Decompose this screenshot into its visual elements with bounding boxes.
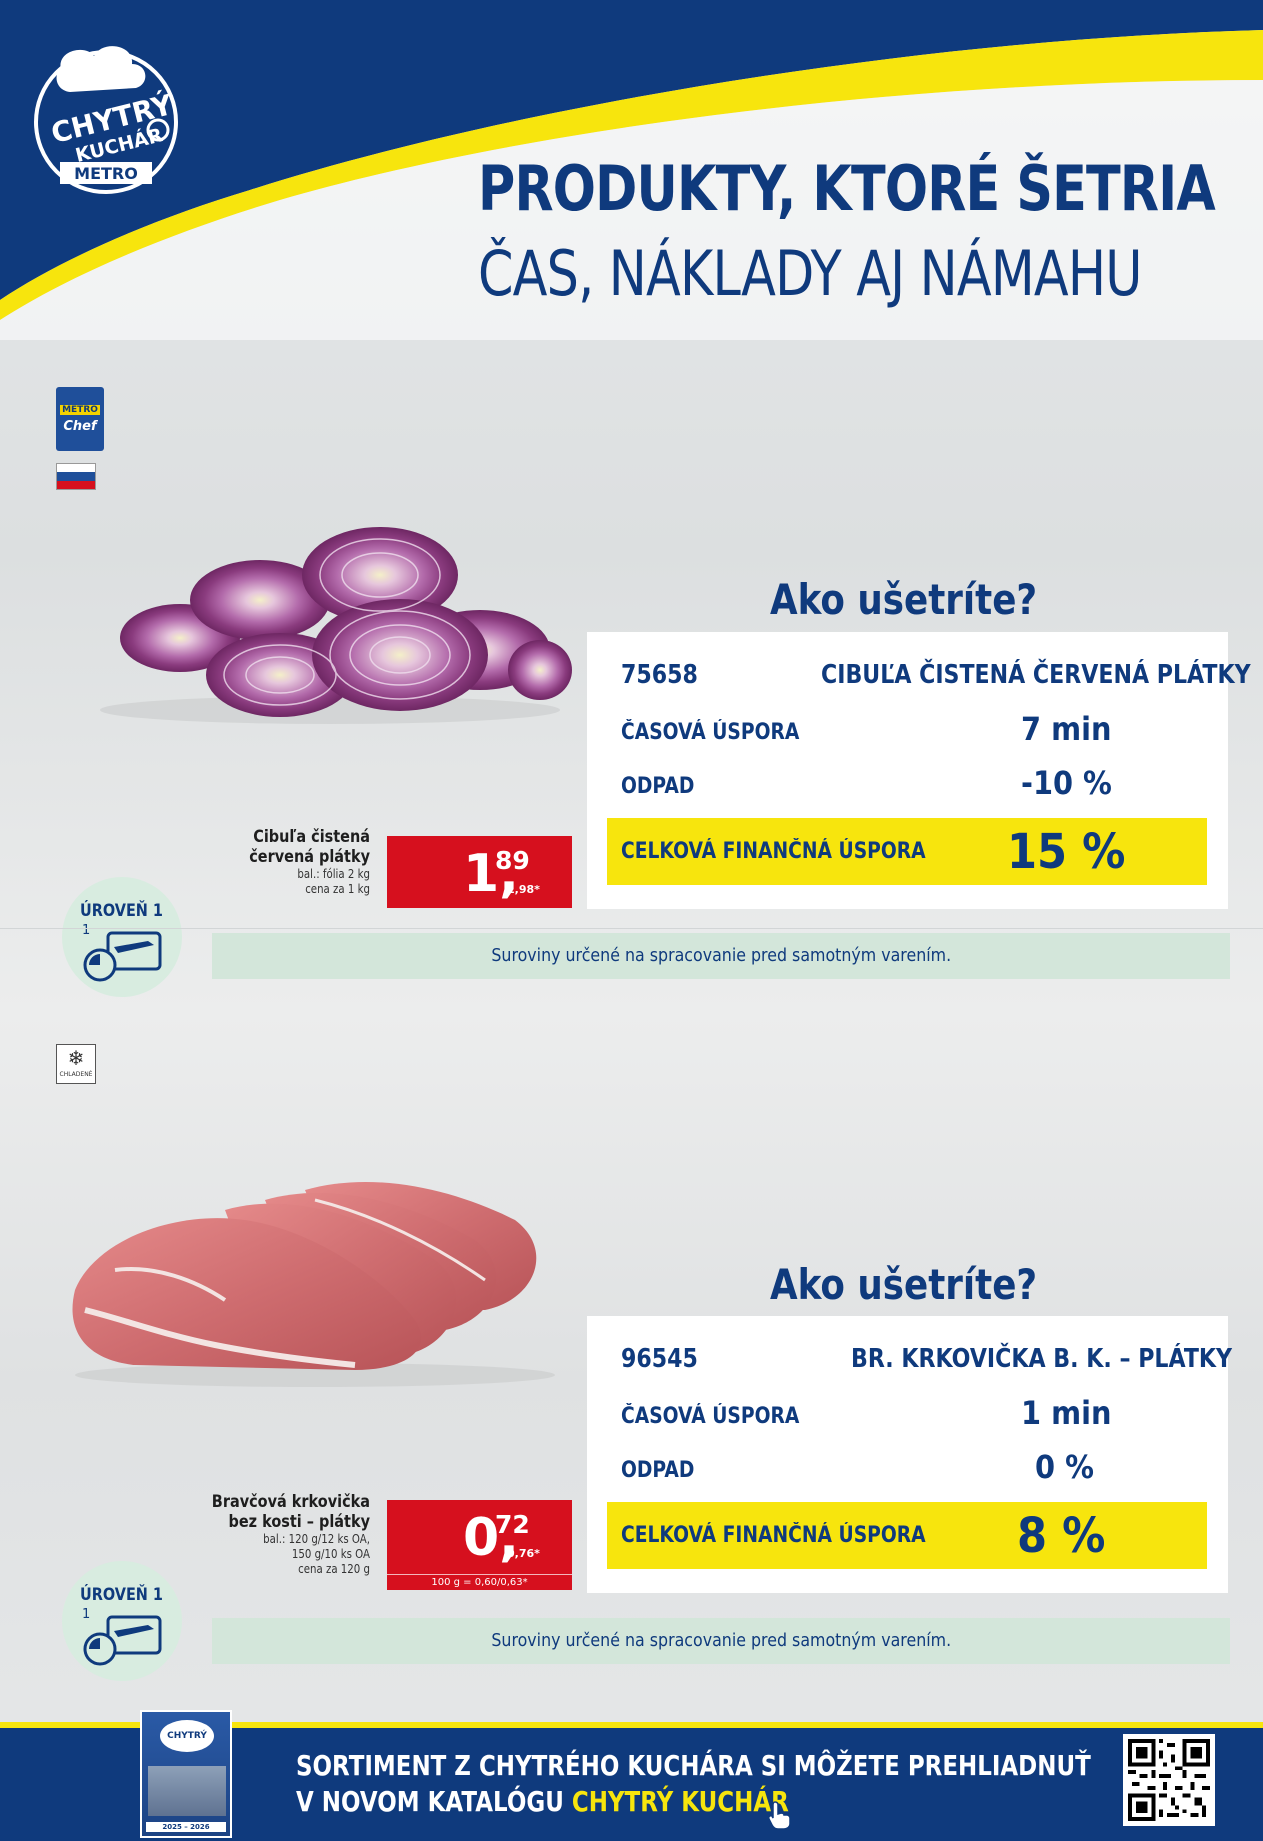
product-name-line-2: červená plátky [249,847,370,867]
footer-line-1: SORTIMENT Z CHYTRÉHO KUCHÁRA SI MÔŽETE P… [296,1749,1091,1782]
waste-value-1: -10 % [1021,764,1112,802]
catalog-cover-thumbnail[interactable]: CHYTRÝ 2025 – 2026 [140,1710,232,1838]
savings-box-1: 75658 CIBUĽA ČISTENÁ ČERVENÁ PLÁTKY ČASO… [587,632,1251,909]
pork-neck-slices-image [72,1181,555,1387]
product-description-1: Cibuľa čistená červená plátky bal.: fóli… [150,827,370,897]
total-label-2: CELKOVÁ FINANČNÁ ÚSPORA [621,1523,926,1548]
product-name-line-1: Cibuľa čistená [253,827,370,847]
time-value-1: 7 min [1021,710,1112,748]
product-meta-line-1: bal.: 120 g/12 ks OA, [263,1532,370,1546]
knife-board-timer-icon [83,1615,162,1666]
price-decimal-2: 72 [495,1510,530,1539]
total-value-2: 8 % [1017,1508,1106,1564]
time-label-2: ČASOVÁ ÚSPORA [621,1404,800,1429]
ask-title-1: Ako ušetríte? [770,575,1038,624]
level-badge-2: ÚROVEŇ 1 1 [62,1561,182,1681]
qr-code[interactable] [1123,1734,1215,1826]
product-code-name-2: BR. KRKOVIČKA B. K. – PLÁTKY [851,1344,1233,1374]
total-savings-bar-1: CELKOVÁ FINANČNÁ ÚSPORA 15 % [607,818,1207,885]
price-integer-1: 1, [463,844,519,904]
total-savings-bar-2: CELKOVÁ FINANČNÁ ÚSPORA 8 % [607,1502,1207,1569]
price-decimal-1: 89 [495,846,530,875]
logo-brand: METRO [74,164,138,183]
red-onion-slices-image [100,527,572,724]
metro-chef-badge: METRO Chef [56,387,104,451]
qr-code-icon [1128,1739,1210,1821]
product-name-line-2: bez kosti – plátky [228,1512,370,1532]
chilled-snowflake-icon: ❄ CHLADENÉ [56,1044,96,1084]
product-name-line-1: Bravčová krkovička [211,1492,370,1512]
level-number-1: 1 [82,923,91,938]
price-integer-2: 0, [463,1508,519,1568]
footer-yellow-stripe [0,1722,1263,1728]
price-vat-1: 1,98* [507,883,540,896]
ask-title-2: Ako ušetríte? [770,1260,1038,1309]
divider-1 [0,928,1263,929]
headline-line-1: PRODUKTY, KTORÉ ŠETRIA [478,152,1216,225]
header-background [0,0,1263,340]
info-text-1: Suroviny určené na spracovanie pred samo… [491,945,951,966]
catalog-photo [148,1766,226,1816]
product-code-2: 96545 [621,1344,698,1374]
chilled-label: CHLADENÉ [59,1071,93,1078]
product-meta-line-3: cena za 120 g [298,1562,370,1576]
footer-line-2: V NOVOM KATALÓGU CHYTRÝ KUCHÁR [296,1785,789,1818]
footer-catalog-link[interactable]: CHYTRÝ KUCHÁR [571,1785,789,1818]
product-description-2: Bravčová krkovička bez kosti – plátky ba… [150,1492,370,1577]
chytry-kuchar-logo: CHYTRÝ KUCHÁR METRO [16,30,196,200]
price-unit-2: 100 g = 0,60/0,63* [387,1574,572,1590]
price-tag-2: 0, 72 0,76* 100 g = 0,60/0,63* [387,1500,572,1590]
metro-chef-sub: Chef [63,419,97,434]
level-badge-1: ÚROVEŇ 1 1 [62,877,182,997]
price-vat-2: 0,76* [507,1547,540,1560]
total-label-1: CELKOVÁ FINANČNÁ ÚSPORA [621,839,926,864]
product-code-name-1: CIBUĽA ČISTENÁ ČERVENÁ PLÁTKY [821,660,1251,690]
info-strip-1: Suroviny určené na spracovanie pred samo… [212,933,1230,979]
info-strip-2: Suroviny určené na spracovanie pred samo… [212,1618,1230,1664]
pointer-hand-icon [768,1801,791,1830]
product-meta-line-2: 150 g/10 ks OA [291,1547,370,1561]
catalog-year: 2025 – 2026 [146,1822,226,1832]
headline-line-2: ČAS, NÁKLADY AJ NÁMAHU [478,237,1142,310]
total-value-1: 15 % [1007,824,1126,880]
level-title-1: ÚROVEŇ 1 [80,901,163,921]
product-meta-line-1: bal.: fólia 2 kg [297,867,370,881]
info-text-2: Suroviny určené na spracovanie pred samo… [491,1630,951,1651]
level-title-2: ÚROVEŇ 1 [80,1585,163,1605]
savings-box-2: 96545 BR. KRKOVIČKA B. K. – PLÁTKY ČASOV… [587,1316,1232,1593]
knife-board-timer-icon [83,931,162,982]
waste-label-2: ODPAD [621,1458,695,1483]
metro-chef-brand: METRO [60,405,100,415]
waste-label-1: ODPAD [621,774,695,799]
time-value-2: 1 min [1021,1394,1112,1432]
level-number-2: 1 [82,1607,91,1622]
price-tag-1: 1, 89 1,98* [387,836,572,908]
slovak-flag-icon [56,463,96,490]
catalog-logo: CHYTRÝ [160,1720,214,1752]
waste-value-2: 0 % [1035,1448,1094,1486]
footer-line-2-prefix: V NOVOM KATALÓGU [296,1785,572,1818]
product-code-1: 75658 [621,660,698,690]
product-meta-line-2: cena za 1 kg [305,882,370,896]
time-label-1: ČASOVÁ ÚSPORA [621,720,800,745]
